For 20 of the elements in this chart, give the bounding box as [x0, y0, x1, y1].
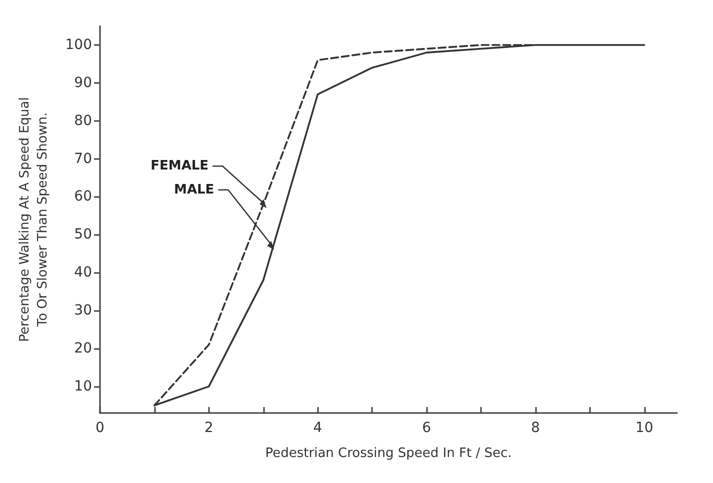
y-axis-title: Percentage Walking At A Speed Equal To Or Slower Than Speed Shown.: [18, 97, 50, 342]
x-axis-title: Pedestrian Crossing Speed In Ft / Sec.: [265, 446, 512, 461]
x-tick-label: 8: [531, 420, 540, 436]
y-tick-label: 30: [74, 302, 92, 319]
y-tick-label: 20: [74, 340, 92, 356]
annotation: MALE: [174, 182, 214, 198]
annotation: FEMALE: [150, 158, 209, 174]
x-tick-label: 4: [313, 420, 322, 436]
y-tick-label: 80: [74, 112, 92, 129]
x-tick-label: 2: [204, 420, 214, 436]
y-tick-label: 90: [74, 74, 92, 91]
y-tick-label: 60: [74, 188, 92, 205]
y-tick-label: 50: [74, 226, 92, 243]
x-tick-label: 6: [422, 420, 432, 436]
y-tick-label: 100: [65, 36, 92, 53]
y-tick-label: 10: [74, 378, 92, 394]
y-tick-label: 70: [74, 150, 92, 167]
x-tick-label: 10: [635, 420, 654, 436]
x-tick-label: 0: [96, 420, 104, 436]
y-tick-label: 40: [74, 264, 92, 281]
